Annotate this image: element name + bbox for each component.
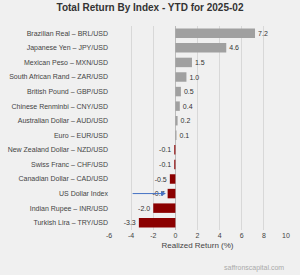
svg-text:-0.1: -0.1 — [159, 146, 171, 153]
svg-text:Brazilian Real – BRL/USD: Brazilian Real – BRL/USD — [27, 30, 108, 37]
svg-text:0.2: 0.2 — [181, 117, 191, 124]
svg-text:South African Rand – ZAR/USD: South African Rand – ZAR/USD — [9, 73, 108, 80]
svg-text:1.0: 1.0 — [189, 74, 199, 81]
svg-text:-2.0: -2.0 — [138, 205, 150, 212]
svg-text:0: 0 — [173, 232, 177, 239]
svg-text:New Zealand Dollar – NZD/USD: New Zealand Dollar – NZD/USD — [8, 146, 108, 153]
svg-text:6: 6 — [240, 232, 244, 239]
svg-text:8: 8 — [262, 232, 266, 239]
svg-text:-0.5: -0.5 — [155, 176, 167, 183]
svg-text:-6: -6 — [106, 232, 112, 239]
svg-text:10: 10 — [282, 232, 290, 239]
svg-text:-3.3: -3.3 — [124, 219, 136, 226]
svg-text:Indian Rupee – INR/USD: Indian Rupee – INR/USD — [30, 205, 108, 213]
svg-text:Swiss Franc – CHF/USD: Swiss Franc – CHF/USD — [31, 161, 108, 168]
svg-text:British Pound – GBP/USD: British Pound – GBP/USD — [27, 88, 108, 95]
svg-text:-0.1: -0.1 — [159, 161, 171, 168]
svg-text:Total Return By Index - YTD fo: Total Return By Index - YTD for 2025-02 — [57, 2, 244, 13]
svg-text:4.6: 4.6 — [229, 44, 239, 51]
svg-text:Canadian Dollar – CAD/USD: Canadian Dollar – CAD/USD — [19, 175, 108, 182]
svg-text:Realized Return (%): Realized Return (%) — [161, 241, 233, 250]
svg-text:2: 2 — [196, 232, 200, 239]
svg-text:0.4: 0.4 — [183, 103, 193, 110]
svg-text:-2: -2 — [150, 232, 156, 239]
svg-text:Japanese Yen – JPY/USD: Japanese Yen – JPY/USD — [27, 44, 108, 52]
svg-text:Australian Dollar – AUD/USD: Australian Dollar – AUD/USD — [18, 117, 108, 124]
svg-text:Mexican Peso – MXN/USD: Mexican Peso – MXN/USD — [24, 59, 108, 66]
svg-text:7.2: 7.2 — [258, 30, 268, 37]
svg-text:Turkish Lira – TRY/USD: Turkish Lira – TRY/USD — [33, 219, 108, 226]
svg-text:0.5: 0.5 — [184, 88, 194, 95]
svg-text:US Dollar Index: US Dollar Index — [59, 190, 109, 197]
svg-text:-4: -4 — [128, 232, 134, 239]
svg-text:4: 4 — [218, 232, 222, 239]
svg-text:saffronscapital.com: saffronscapital.com — [224, 264, 284, 272]
svg-text:-0.7: -0.7 — [152, 190, 164, 197]
svg-text:Euro – EUR/USD: Euro – EUR/USD — [54, 132, 108, 139]
svg-text:1.5: 1.5 — [195, 59, 205, 66]
svg-text:Chinese Renminbi – CNY/USD: Chinese Renminbi – CNY/USD — [12, 103, 108, 110]
svg-text:0.1: 0.1 — [179, 132, 189, 139]
